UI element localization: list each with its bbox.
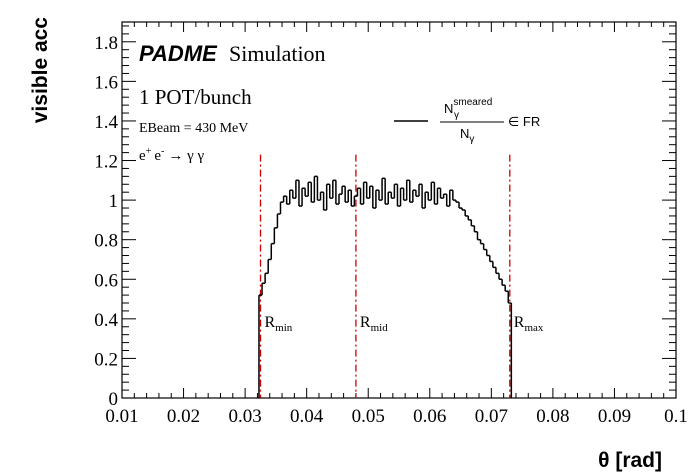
vline-label-sub: max: [524, 322, 543, 334]
legend-num-main: N: [444, 101, 453, 116]
vline-label-main: R: [514, 314, 525, 331]
y-tick-label: 1.8: [94, 33, 118, 54]
legend-suffix: ∈ FR: [508, 114, 540, 129]
x-tick-label: 0.03: [228, 406, 261, 427]
process-label: e+ e- → γ γ: [139, 146, 204, 164]
vline-label-main: R: [265, 314, 276, 331]
y-tick-label: 0.8: [94, 231, 118, 252]
y-tick-label: 0.4: [94, 310, 118, 331]
vline-label-max: Rmax: [514, 314, 544, 334]
process-minus: -: [161, 146, 164, 157]
x-tick-label: 0.02: [167, 406, 200, 427]
legend-num-sub: γ: [454, 110, 459, 121]
vline-label-sub: min: [275, 322, 293, 334]
legend-den-sub: γ: [469, 134, 474, 145]
y-tick-label: 1: [109, 191, 119, 212]
x-tick-label: 0.1: [664, 406, 688, 427]
x-tick-label: 0.01: [105, 406, 138, 427]
vline-label-min: Rmin: [265, 314, 293, 334]
y-tick-label: 0.6: [94, 270, 118, 291]
padme-brand: PADME: [139, 41, 218, 66]
process-e1: e: [139, 148, 146, 164]
pot-label: 1 POT/bunch: [139, 85, 252, 109]
vline-label-mid: Rmid: [360, 314, 388, 334]
legend-num-sup: smeared: [453, 97, 492, 108]
process-arrow: → γ γ: [168, 148, 204, 164]
x-tick-label: 0.05: [352, 406, 385, 427]
y-tick-label: 1.4: [94, 112, 118, 133]
x-tick-label: 0.04: [290, 406, 324, 427]
vline-label-sub: mid: [371, 322, 389, 334]
y-tick-label: 1.2: [94, 152, 118, 173]
y-axis-title: visible acc: [29, 17, 52, 124]
legend-numerator: Nsmeared γ: [444, 97, 492, 121]
ebeam-label: EBeam = 430 MeV: [139, 121, 248, 136]
plot-frame: [121, 21, 677, 399]
x-tick-label: 0.06: [413, 406, 446, 427]
y-tick-label: 0: [109, 389, 119, 410]
simulation-label: Simulation: [229, 41, 326, 66]
legend-denominator: Nγ: [460, 126, 474, 145]
y-tick-label: 0.2: [94, 349, 118, 370]
x-tick-label: 0.07: [475, 406, 508, 427]
x-tick-label: 0.09: [598, 406, 631, 427]
vline-label-main: R: [360, 314, 371, 331]
x-axis-title: θ [rad]: [598, 449, 662, 472]
process-e2: e: [154, 148, 161, 164]
process-plus: +: [146, 146, 152, 157]
legend-den-main: N: [460, 126, 469, 141]
x-tick-label: 0.08: [536, 406, 569, 427]
y-tick-label: 1.6: [94, 72, 118, 93]
